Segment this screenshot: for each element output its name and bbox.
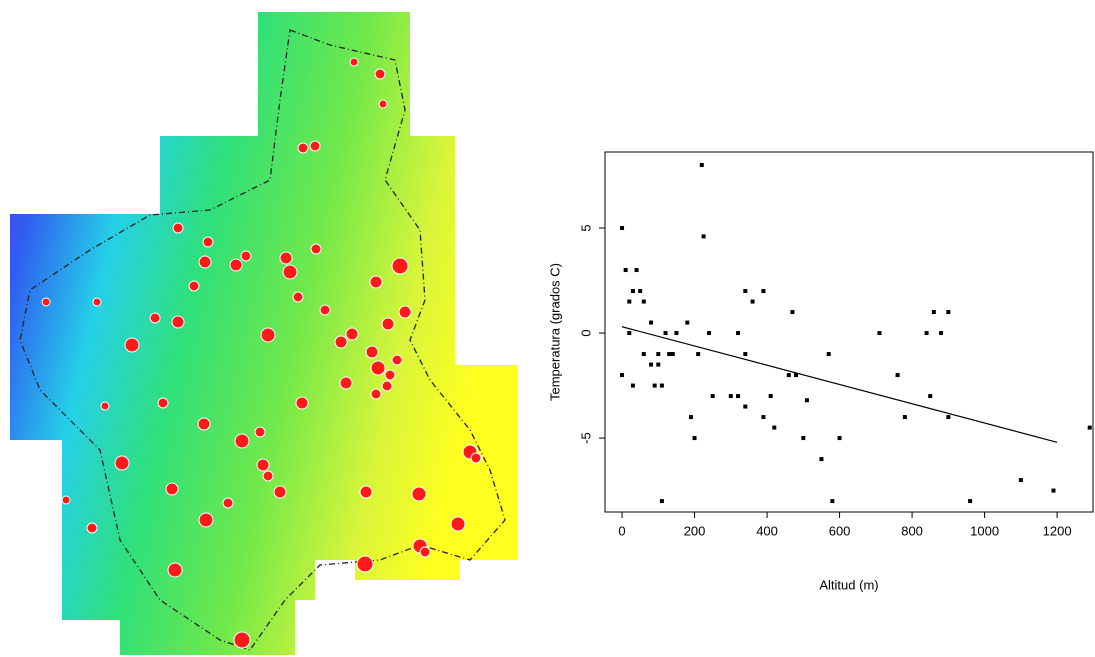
trend-line bbox=[622, 327, 1057, 443]
point bbox=[736, 331, 740, 335]
point bbox=[620, 373, 624, 377]
point bbox=[751, 300, 755, 304]
point bbox=[624, 268, 628, 272]
point bbox=[696, 352, 700, 356]
point bbox=[1051, 489, 1055, 493]
y-tick-label: 5 bbox=[578, 224, 593, 231]
x-tick-label: 0 bbox=[618, 523, 625, 538]
point bbox=[761, 289, 765, 293]
point bbox=[638, 289, 642, 293]
point bbox=[671, 352, 675, 356]
point bbox=[830, 499, 834, 503]
x-tick-label: 400 bbox=[756, 523, 778, 538]
point bbox=[627, 300, 631, 304]
point bbox=[656, 352, 660, 356]
point bbox=[702, 234, 706, 238]
point bbox=[649, 321, 653, 325]
point bbox=[769, 394, 773, 398]
point bbox=[743, 352, 747, 356]
point bbox=[656, 363, 660, 367]
point bbox=[664, 331, 668, 335]
x-tick-label: 600 bbox=[829, 523, 851, 538]
point bbox=[819, 457, 823, 461]
point bbox=[685, 321, 689, 325]
point bbox=[743, 289, 747, 293]
point bbox=[805, 398, 809, 402]
point bbox=[649, 363, 653, 367]
point bbox=[1019, 478, 1023, 482]
point bbox=[674, 331, 678, 335]
point bbox=[761, 415, 765, 419]
point bbox=[620, 226, 624, 230]
point bbox=[631, 384, 635, 388]
point bbox=[642, 352, 646, 356]
x-tick-label: 200 bbox=[684, 523, 706, 538]
point bbox=[790, 310, 794, 314]
point bbox=[925, 331, 929, 335]
point bbox=[693, 436, 697, 440]
point bbox=[801, 436, 805, 440]
point bbox=[707, 331, 711, 335]
point bbox=[700, 163, 704, 167]
point bbox=[729, 394, 733, 398]
x-tick-label: 1200 bbox=[1043, 523, 1072, 538]
x-tick-label: 800 bbox=[901, 523, 923, 538]
point bbox=[928, 394, 932, 398]
point bbox=[932, 310, 936, 314]
point bbox=[667, 352, 671, 356]
point bbox=[635, 268, 639, 272]
point bbox=[743, 405, 747, 409]
point bbox=[939, 331, 943, 335]
point bbox=[838, 436, 842, 440]
point bbox=[660, 499, 664, 503]
point bbox=[772, 426, 776, 430]
y-axis-label: Temperatura (grados C) bbox=[547, 263, 562, 401]
point bbox=[877, 331, 881, 335]
point bbox=[787, 373, 791, 377]
page: {"chart_data": {"type": "scatter", "xlab… bbox=[0, 0, 1095, 657]
figure: Altitud (m) Temperatura (grados C) 0 200 4… bbox=[0, 0, 1095, 657]
point bbox=[642, 300, 646, 304]
y-tick-label: 0 bbox=[578, 329, 593, 336]
point bbox=[711, 394, 715, 398]
point bbox=[827, 352, 831, 356]
point bbox=[946, 415, 950, 419]
point bbox=[1088, 426, 1092, 430]
point bbox=[896, 373, 900, 377]
point bbox=[653, 384, 657, 388]
point bbox=[903, 415, 907, 419]
map bbox=[10, 12, 518, 655]
point bbox=[689, 415, 693, 419]
point bbox=[946, 310, 950, 314]
x-axis-label: Altitud (m) bbox=[819, 577, 878, 592]
y-tick-label: -5 bbox=[578, 432, 593, 444]
point bbox=[627, 331, 631, 335]
x-tick-label: 1000 bbox=[970, 523, 999, 538]
point bbox=[631, 289, 635, 293]
point bbox=[736, 394, 740, 398]
point bbox=[968, 499, 972, 503]
point bbox=[660, 384, 664, 388]
